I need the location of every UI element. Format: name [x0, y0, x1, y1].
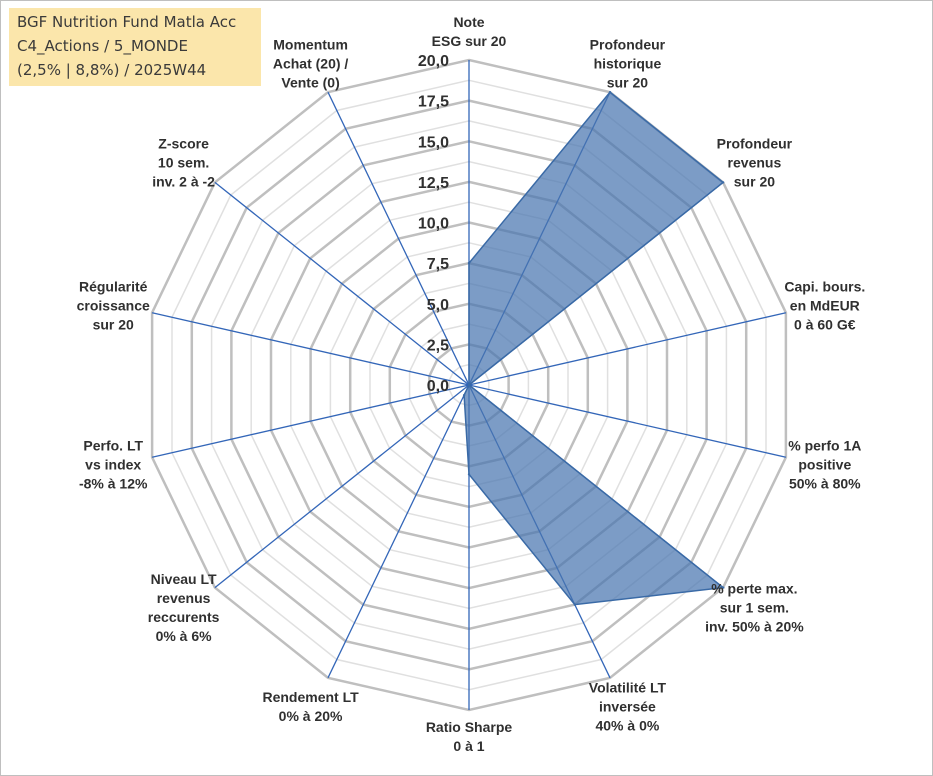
- axis-spoke: [214, 181, 470, 386]
- category-label: Régularité croissance sur 20: [77, 279, 150, 333]
- category-label: Niveau LT revenus reccurents 0% à 6%: [148, 571, 220, 644]
- category-label: % perte max. sur 1 sem. inv. 50% à 20%: [705, 581, 804, 635]
- category-label: Rendement LT 0% à 20%: [262, 689, 359, 724]
- tick-label: 20,0: [418, 53, 449, 70]
- axis-spoke: [151, 312, 470, 386]
- data-point: [467, 383, 471, 387]
- data-point: [467, 473, 471, 476]
- tick-label: 17,5: [418, 94, 449, 111]
- data-point: [467, 261, 471, 265]
- axis-spoke: [468, 384, 787, 458]
- tick-label: 15,0: [418, 134, 449, 151]
- category-label: Ratio Sharpe 0 à 1: [426, 719, 513, 754]
- tick-label: 12,5: [418, 175, 449, 192]
- data-point: [721, 181, 725, 184]
- tick-label: 10,0: [418, 216, 449, 233]
- category-label: Note ESG sur 20: [432, 14, 507, 49]
- data-point: [573, 603, 576, 606]
- category-label: Momentum Achat (20) / Vente (0): [273, 36, 349, 90]
- category-label: % perfo 1A positive 50% à 80%: [788, 437, 861, 491]
- category-label: Z-score 10 sem. inv. 2 à -2: [152, 135, 215, 189]
- axis-spoke: [327, 91, 470, 386]
- category-label: Volatilité LT inversée 40% à 0%: [589, 680, 667, 734]
- category-label: Profondeur revenus sur 20: [717, 135, 793, 189]
- category-label: Profondeur historique sur 20: [590, 36, 666, 90]
- tick-label: 7,5: [427, 256, 449, 273]
- category-label: Capi. bours. en MdEUR 0 à 60 G€: [784, 279, 865, 333]
- axis-spoke: [151, 384, 470, 458]
- data-point: [721, 586, 725, 589]
- title-line-3: (2,5% | 8,8%) / 2025W44: [17, 61, 207, 79]
- title-line-1: BGF Nutrition Fund Matla Acc: [17, 13, 237, 31]
- chart-title-box: BGF Nutrition Fund Matla Acc C4_Actions …: [9, 8, 261, 86]
- axis-spoke: [327, 384, 470, 679]
- category-label: Perfo. LT vs index -8% à 12%: [79, 437, 148, 491]
- title-line-2: C4_Actions / 5_MONDE: [17, 37, 188, 55]
- series-area: [463, 91, 725, 606]
- data-point: [462, 394, 466, 397]
- tick-label: 2,5: [427, 337, 449, 354]
- tick-label: 0,0: [427, 378, 449, 395]
- axis-spoke: [214, 384, 470, 589]
- data-point: [608, 91, 612, 94]
- tick-label: 5,0: [427, 297, 449, 314]
- axis-spoke: [468, 312, 787, 386]
